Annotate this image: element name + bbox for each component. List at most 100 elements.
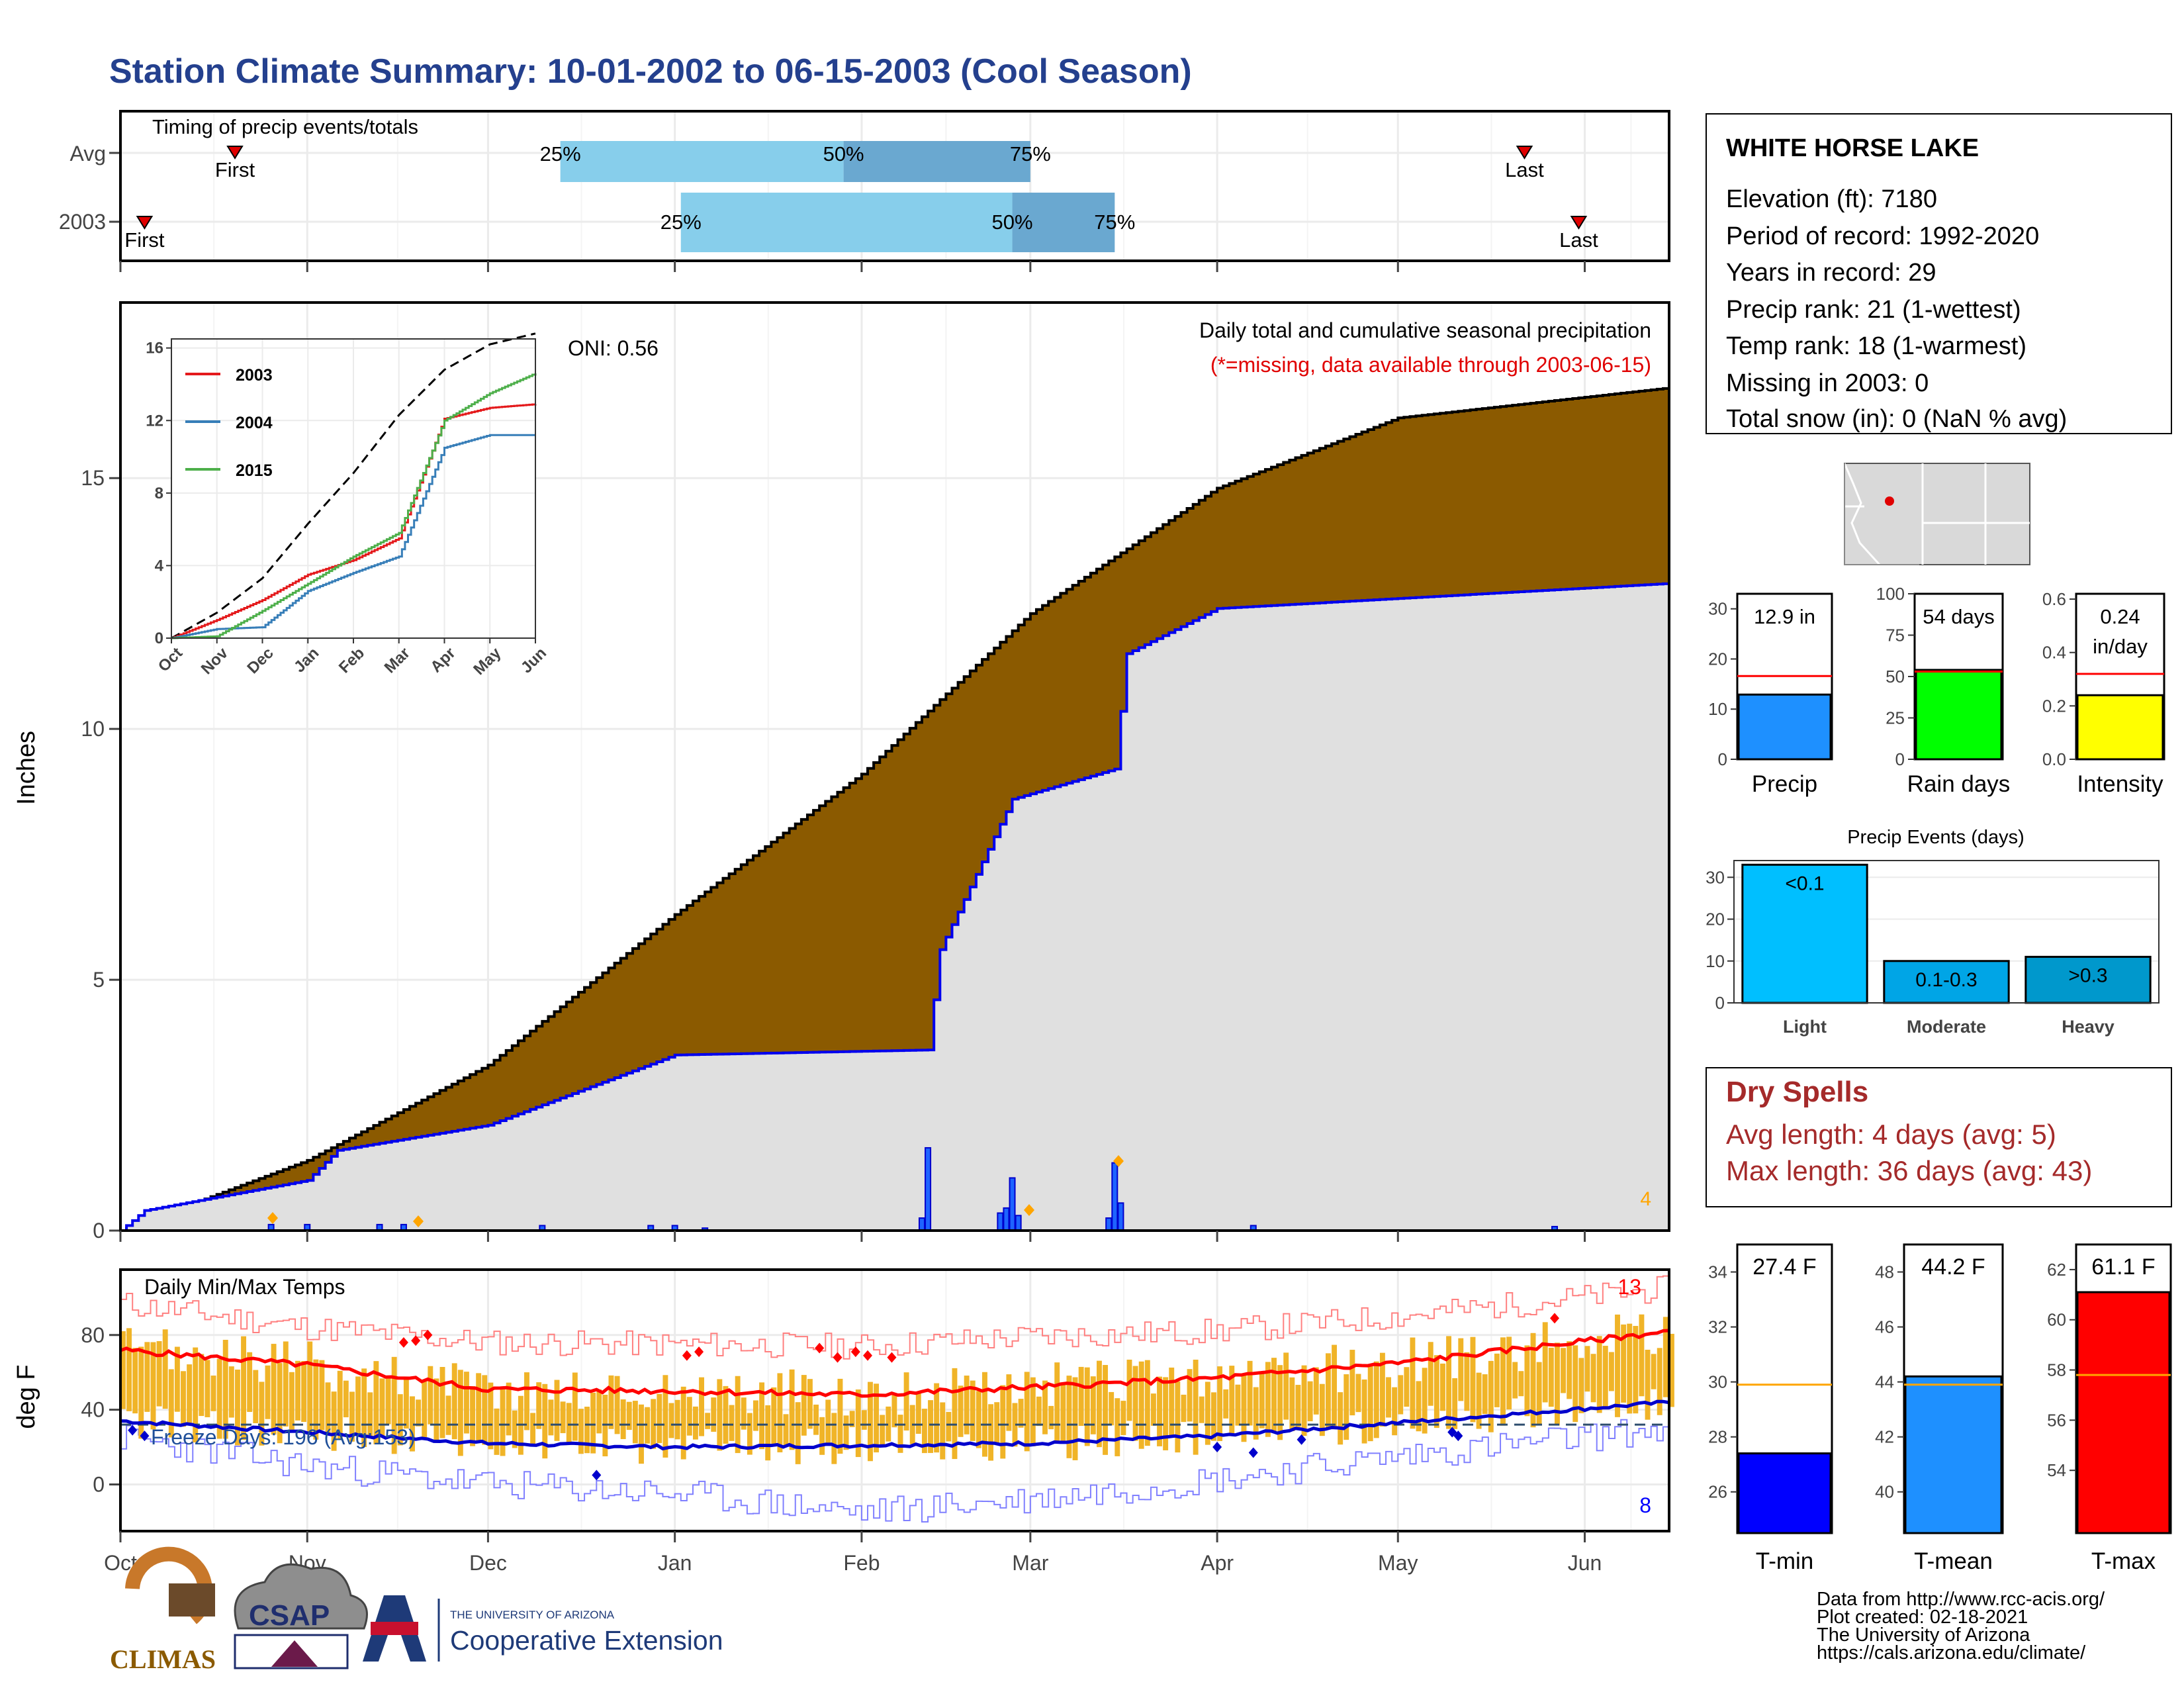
daily-temp-bar	[1567, 1341, 1572, 1399]
tmax-y-tick-label: 54	[2047, 1460, 2066, 1480]
daily-temp-bar	[205, 1360, 210, 1417]
daily-temp-bar	[162, 1329, 168, 1409]
daily-temp-bar	[705, 1413, 711, 1429]
daily-temp-bar	[1036, 1396, 1042, 1427]
daily-temp-bar	[150, 1342, 156, 1430]
daily-temp-bar	[964, 1376, 970, 1434]
timing-avg-q50-label: 50%	[823, 142, 864, 165]
daily-temp-bar	[1307, 1381, 1313, 1422]
daily-temp-bar	[1386, 1377, 1391, 1418]
daily-temp-bar	[199, 1354, 205, 1417]
cumulative-precip-2003-line	[120, 582, 1670, 1232]
daily-temp-bar	[1115, 1398, 1120, 1456]
daily-temp-bar	[940, 1402, 946, 1460]
daily-temp-bar	[1422, 1368, 1428, 1434]
daily-temp-bar	[735, 1376, 741, 1454]
daily-temp-bar	[132, 1348, 138, 1414]
daily-temp-bar	[1355, 1374, 1361, 1413]
tmean-value-bar	[1904, 1375, 2003, 1534]
daily-temp-bar	[1175, 1381, 1181, 1453]
daily-temp-bar	[391, 1356, 397, 1454]
daily-precip-bar	[997, 1212, 1004, 1232]
precip-y-tick-label: 0	[1718, 749, 1727, 769]
inset-y-tick-label: 4	[155, 557, 164, 575]
daily-temp-bar	[1615, 1314, 1620, 1417]
raindays-y-tick-label: 75	[1886, 626, 1905, 645]
daily-temp-bar	[319, 1360, 325, 1430]
climas-logo-text: CLIMAS	[110, 1644, 216, 1674]
daily-temp-bar	[813, 1404, 819, 1435]
raindays-y-tick-label: 0	[1895, 749, 1905, 769]
station-line: Total snow (in): 0 (NaN % avg)	[1726, 405, 2067, 433]
timing-bar-2003-q25-q50	[680, 193, 1013, 252]
footer-credits: Data from http://www.rcc-acis.org/ Plot …	[1817, 1589, 2105, 1664]
daily-temp-bar	[1464, 1352, 1470, 1411]
daily-temp-bar	[1054, 1362, 1060, 1441]
daily-temp-bar	[187, 1364, 193, 1425]
daily-temp-bar	[874, 1383, 880, 1453]
daily-temp-bar	[512, 1410, 518, 1448]
daily-temp-bar	[976, 1391, 981, 1448]
daily-temp-bar	[1548, 1347, 1554, 1407]
daily-temp-bar	[903, 1372, 909, 1431]
daily-temp-bar	[645, 1407, 651, 1444]
daily-precip-bar	[1003, 1207, 1010, 1232]
inset-y-tick-label: 0	[155, 630, 163, 647]
events-y-tick-label: 30	[1706, 867, 1725, 887]
footer-line: Plot created: 02-18-2021	[1817, 1607, 2028, 1628]
y-tick-label: 40	[81, 1398, 105, 1422]
daily-precip-bar	[1105, 1217, 1113, 1232]
daily-temp-bar	[1259, 1372, 1265, 1429]
daily-temp-bar	[946, 1411, 952, 1442]
tmean-y-tick-label: 48	[1875, 1262, 1894, 1282]
daily-temp-bar	[1066, 1376, 1072, 1458]
raindays-y-tick-label: 100	[1876, 584, 1905, 604]
daily-temp-bar	[1602, 1346, 1608, 1410]
daily-temp-bar	[1205, 1382, 1210, 1445]
daily-temp-bar	[397, 1394, 403, 1446]
daily-temp-bar	[1271, 1358, 1277, 1433]
page-title: Station Climate Summary: 10-01-2002 to 0…	[109, 52, 1192, 91]
daily-temp-bar	[1169, 1367, 1175, 1436]
timing-avg-first-marker	[226, 146, 244, 160]
events-title: Precip Events (days)	[1847, 827, 2025, 848]
events-y-tick-label: 0	[1715, 993, 1725, 1013]
precip-value-bar	[1737, 693, 1832, 761]
record-high-marker	[863, 1350, 873, 1361]
daily-temp-bar	[1361, 1379, 1367, 1444]
dry-spells-line: Max length: 36 days (avg: 43)	[1726, 1155, 2092, 1186]
daily-temp-bar	[428, 1366, 433, 1425]
daily-temp-bar	[1590, 1354, 1596, 1403]
month-tick-label: Jun	[1568, 1551, 1602, 1575]
y-tick-label: 0	[93, 1219, 105, 1243]
events-bar-label: 0.1-0.3	[1915, 969, 1977, 991]
cumulative-precip-2003-area	[120, 583, 1669, 1231]
daily-temp-bar	[1097, 1360, 1102, 1448]
intensity-y-tick-label: 0.4	[2042, 643, 2066, 663]
daily-temp-bar	[1530, 1333, 1536, 1428]
daily-temp-bar	[1506, 1336, 1512, 1410]
inset-line-2015	[171, 373, 537, 639]
tmax-mini-chart: 54 56 58 60 62 61.1 F T-max	[2047, 1243, 2172, 1574]
events-y-tick-label: 10	[1706, 951, 1725, 971]
daily-temp-bar	[620, 1399, 626, 1440]
daily-temp-bar	[1518, 1371, 1524, 1397]
daily-temp-bar	[536, 1382, 542, 1429]
daily-temp-bar	[1410, 1337, 1416, 1429]
daily-temp-bar	[729, 1405, 735, 1441]
events-bar-label: <0.1	[1785, 872, 1824, 894]
daily-temp-bar	[259, 1382, 265, 1446]
daily-temp-bar	[283, 1341, 289, 1427]
daily-temp-bar	[1349, 1350, 1355, 1416]
daily-temp-bar	[921, 1409, 927, 1454]
daily-temp-bar	[1433, 1355, 1439, 1429]
tmin-y-tick-label: 34	[1708, 1262, 1727, 1282]
daily-temp-bar	[1512, 1362, 1518, 1399]
daily-temp-bar	[331, 1391, 337, 1451]
precip-panel-subtitle: (*=missing, data available through 2003-…	[1210, 353, 1651, 377]
daily-temp-bar	[1283, 1352, 1289, 1420]
events-y-tick-label: 20	[1706, 910, 1725, 929]
daily-temp-bar	[668, 1403, 674, 1438]
dry-spells-title: Dry Spells	[1726, 1076, 1868, 1108]
csap-logo: CSAP	[234, 1563, 368, 1669]
